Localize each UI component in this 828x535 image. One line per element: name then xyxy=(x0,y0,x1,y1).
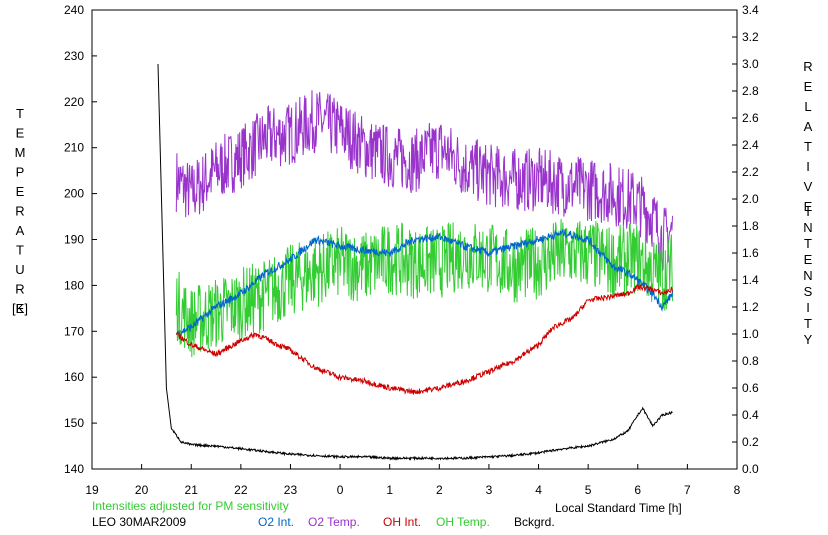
right-tick-label: 2.8 xyxy=(742,84,759,98)
x-tick-label: 8 xyxy=(734,483,741,497)
right-tick-label: 2.4 xyxy=(742,138,759,152)
left-axis-label-letter: T xyxy=(16,243,24,258)
x-tick-label: 5 xyxy=(585,483,592,497)
series-line-oh-temp xyxy=(175,218,673,358)
left-tick-label: 210 xyxy=(64,141,84,155)
right-axis-label-letter: I xyxy=(806,159,810,174)
right-tick-label: 0.2 xyxy=(742,435,759,449)
right-axis-label-letter: N xyxy=(803,220,812,235)
x-tick-label: 2 xyxy=(436,483,443,497)
left-axis-label-letter: T xyxy=(16,106,24,121)
right-axis-label-letter: I xyxy=(806,204,810,219)
left-axis-label-letter: E xyxy=(16,301,25,316)
left-tick-label: 170 xyxy=(64,324,84,338)
left-tick-label: 150 xyxy=(64,416,84,430)
left-axis-label-letter: E xyxy=(16,184,25,199)
left-axis-label-letter: M xyxy=(15,145,26,160)
right-tick-label: 2.2 xyxy=(742,165,759,179)
series-line-o2-temp xyxy=(175,90,673,272)
right-tick-label: 2.0 xyxy=(742,192,759,206)
right-axis-label-letter: E xyxy=(804,199,813,214)
left-tick-label: 230 xyxy=(64,49,84,63)
right-tick-label: 3.4 xyxy=(742,3,759,17)
legend-item: Bckgrd. xyxy=(514,515,555,529)
right-tick-label: 0.4 xyxy=(742,408,759,422)
station-label: LEO 30MAR2009 xyxy=(92,515,186,529)
right-axis-label-letter: Y xyxy=(804,332,813,347)
right-tick-label: 1.6 xyxy=(742,246,759,260)
right-axis-label-letter: E xyxy=(804,252,813,267)
series-line-o2-int xyxy=(175,229,673,337)
right-axis-label-letter: R xyxy=(803,59,812,74)
left-tick-label: 140 xyxy=(64,462,84,476)
legend-item: O2 Temp. xyxy=(308,515,360,529)
x-tick-label: 1 xyxy=(386,483,393,497)
left-axis-label-letter: R xyxy=(15,204,24,219)
left-axis-unit: [K] xyxy=(12,301,28,316)
right-tick-label: 3.2 xyxy=(742,30,759,44)
x-tick-label: 20 xyxy=(135,483,149,497)
left-tick-label: 200 xyxy=(64,187,84,201)
left-axis-label-letter: R xyxy=(15,282,24,297)
left-tick-label: 160 xyxy=(64,370,84,384)
left-axis-label-letter: P xyxy=(16,165,25,180)
right-tick-label: 2.6 xyxy=(742,111,759,125)
sensitivity-note: Intensities adjusted for PM sensitivity xyxy=(92,499,289,513)
right-axis-label-letter: N xyxy=(803,268,812,283)
left-tick-label: 220 xyxy=(64,95,84,109)
x-tick-label: 22 xyxy=(234,483,248,497)
left-tick-label: 190 xyxy=(64,233,84,247)
right-tick-label: 0.0 xyxy=(742,462,759,476)
left-tick-label: 240 xyxy=(64,3,84,17)
legend-item: OH Int. xyxy=(383,515,421,529)
x-axis-label: Local Standard Time [h] xyxy=(555,501,682,515)
left-axis-label-letter: U xyxy=(15,262,24,277)
legend-item: O2 Int. xyxy=(258,515,294,529)
right-tick-label: 0.8 xyxy=(742,354,759,368)
x-tick-label: 23 xyxy=(284,483,298,497)
left-axis-label-letter: A xyxy=(16,223,25,238)
right-axis-label-letter: T xyxy=(804,236,812,251)
right-axis-label-letter: E xyxy=(804,79,813,94)
x-tick-label: 4 xyxy=(535,483,542,497)
right-tick-label: 1.2 xyxy=(742,300,759,314)
series-line-bckgrd xyxy=(157,63,673,461)
right-axis-label-letter: L xyxy=(804,99,811,114)
right-axis-label-letter: A xyxy=(804,119,813,134)
x-tick-label: 3 xyxy=(486,483,493,497)
right-axis-label-letter: T xyxy=(804,139,812,154)
x-tick-label: 7 xyxy=(684,483,691,497)
right-axis-label-letter: T xyxy=(804,316,812,331)
series-line-oh-int xyxy=(175,283,673,395)
left-tick-label: 180 xyxy=(64,278,84,292)
right-tick-label: 3.0 xyxy=(742,57,759,71)
right-axis-label-letter: V xyxy=(804,179,813,194)
x-tick-label: 21 xyxy=(185,483,199,497)
right-axis-label-letter: I xyxy=(806,300,810,315)
right-tick-label: 0.6 xyxy=(742,381,759,395)
x-tick-label: 19 xyxy=(85,483,99,497)
right-tick-label: 1.8 xyxy=(742,219,759,233)
x-tick-label: 0 xyxy=(337,483,344,497)
left-axis-label-letter: E xyxy=(16,126,25,141)
x-tick-label: 6 xyxy=(634,483,641,497)
right-axis-label-letter: S xyxy=(804,284,813,299)
right-tick-label: 1.0 xyxy=(742,327,759,341)
legend-item: OH Temp. xyxy=(436,515,490,529)
right-tick-label: 1.4 xyxy=(742,273,759,287)
